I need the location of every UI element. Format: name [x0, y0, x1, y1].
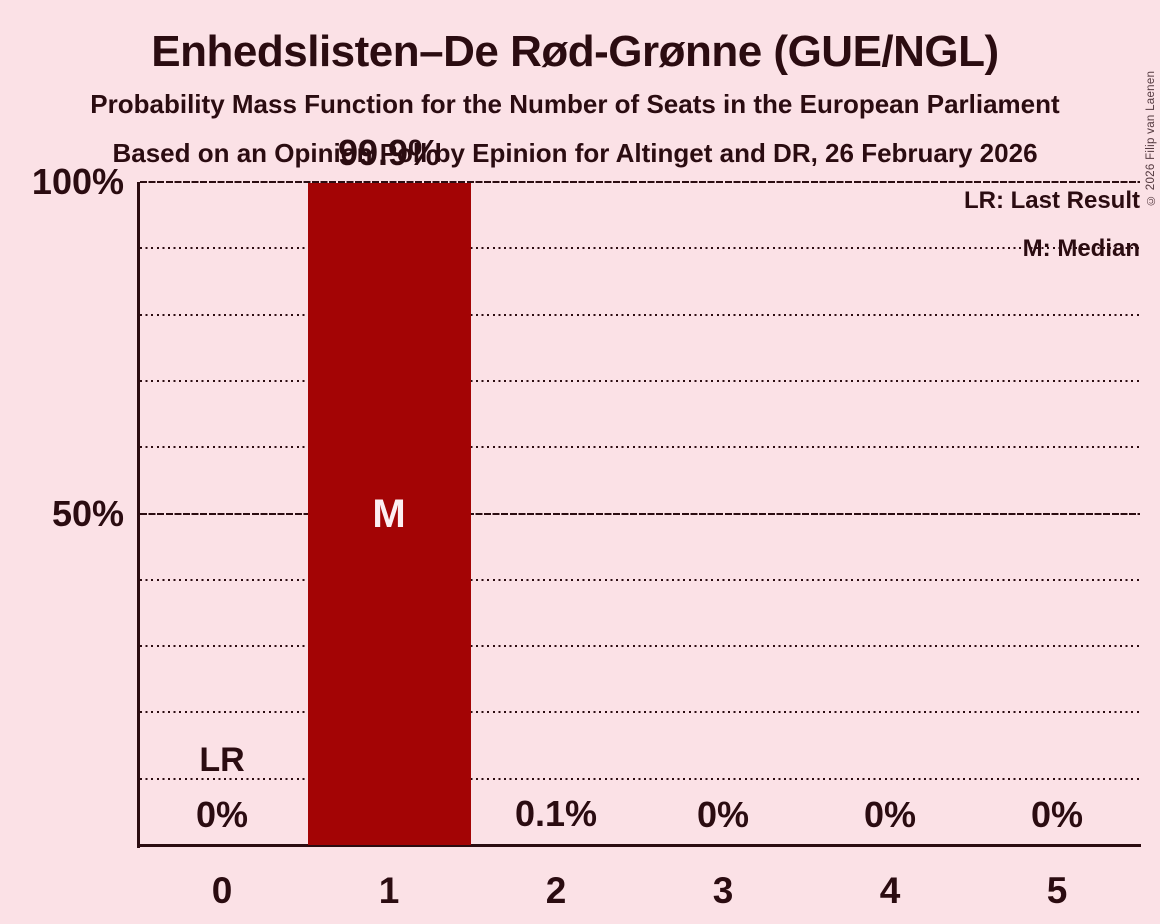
gridline-20: [140, 711, 1140, 713]
x-tick-3: 3: [712, 870, 734, 911]
bar-seats-1: [308, 183, 471, 845]
gridline-60: [140, 446, 1140, 448]
x-axis: [137, 844, 1141, 847]
value-label-0: 0%: [195, 794, 249, 835]
chart-subtitle: Probability Mass Function for the Number…: [90, 89, 1060, 119]
gridline-10: [140, 778, 1140, 780]
y-tick-50: 50%: [51, 493, 124, 534]
median-label: M: [372, 492, 406, 536]
y-axis: [137, 182, 140, 848]
legend-last-result: LR: Last Result: [963, 187, 1140, 214]
value-label-4: 0%: [863, 794, 917, 835]
chart-title: Enhedslisten–De Rød-Grønne (GUE/NGL): [151, 27, 999, 76]
copyright-notice: © 2026 Filip van Laenen: [1145, 70, 1157, 206]
x-tick-1: 1: [378, 870, 400, 911]
legend-median: M: Median: [1022, 235, 1140, 262]
gridline-40: [140, 579, 1140, 581]
value-label-1: 99.9%: [337, 132, 441, 173]
y-tick-100: 100%: [31, 161, 124, 202]
value-label-2: 0.1%: [514, 793, 598, 834]
gridline-80: [140, 314, 1140, 316]
gridline-100: [140, 181, 1140, 183]
value-label-3: 0%: [696, 794, 750, 835]
x-tick-5: 5: [1046, 870, 1068, 911]
x-tick-0: 0: [211, 870, 233, 911]
chart-source-line: Based on an Opinion Poll by Epinion for …: [112, 138, 1038, 168]
x-tick-4: 4: [879, 870, 901, 911]
last-result-label: LR: [199, 741, 245, 779]
gridline-70: [140, 380, 1140, 382]
gridline-30: [140, 645, 1140, 647]
value-label-5: 0%: [1030, 794, 1084, 835]
gridline-50: [140, 513, 1140, 515]
x-tick-2: 2: [545, 870, 567, 911]
gridline-90: [140, 247, 1140, 249]
